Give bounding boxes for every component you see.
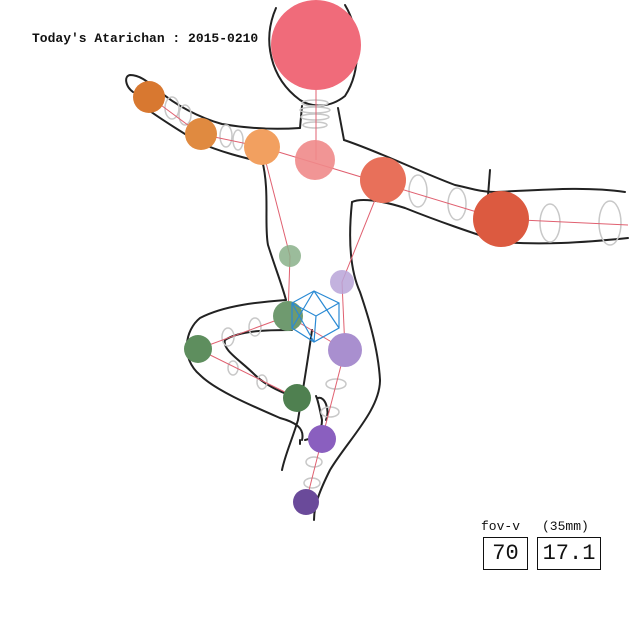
joint-elbow-right: [473, 191, 529, 247]
fov-label: fov-v: [481, 519, 521, 534]
joint-neck: [295, 140, 335, 180]
root-handle-cube[interactable]: [291, 290, 340, 343]
fov-value-field[interactable]: 70: [483, 537, 528, 570]
joint-hand-left: [133, 81, 165, 113]
body-outline: [125, 4, 629, 521]
joint-thigh-right: [328, 333, 362, 367]
joints: [133, 0, 529, 515]
joint-knee-left: [184, 335, 212, 363]
joint-elbow-left: [185, 118, 217, 150]
focal-length-field[interactable]: 17.1: [537, 537, 601, 570]
joint-head: [271, 0, 361, 90]
joint-foot-right: [293, 489, 319, 515]
joint-shoulder-left: [244, 129, 280, 165]
joint-hip-left: [279, 245, 301, 267]
page-title: Today's Atarichan : 2015-0210: [32, 31, 259, 46]
joint-foot-left: [283, 384, 311, 412]
bone-rings: [164, 96, 622, 489]
skeleton-lines: [149, 45, 629, 503]
joint-hip-right: [330, 270, 354, 294]
fov-unit-label: (35mm): [542, 519, 589, 534]
joint-knee-right: [308, 425, 336, 453]
joint-shoulder-right: [360, 157, 406, 203]
